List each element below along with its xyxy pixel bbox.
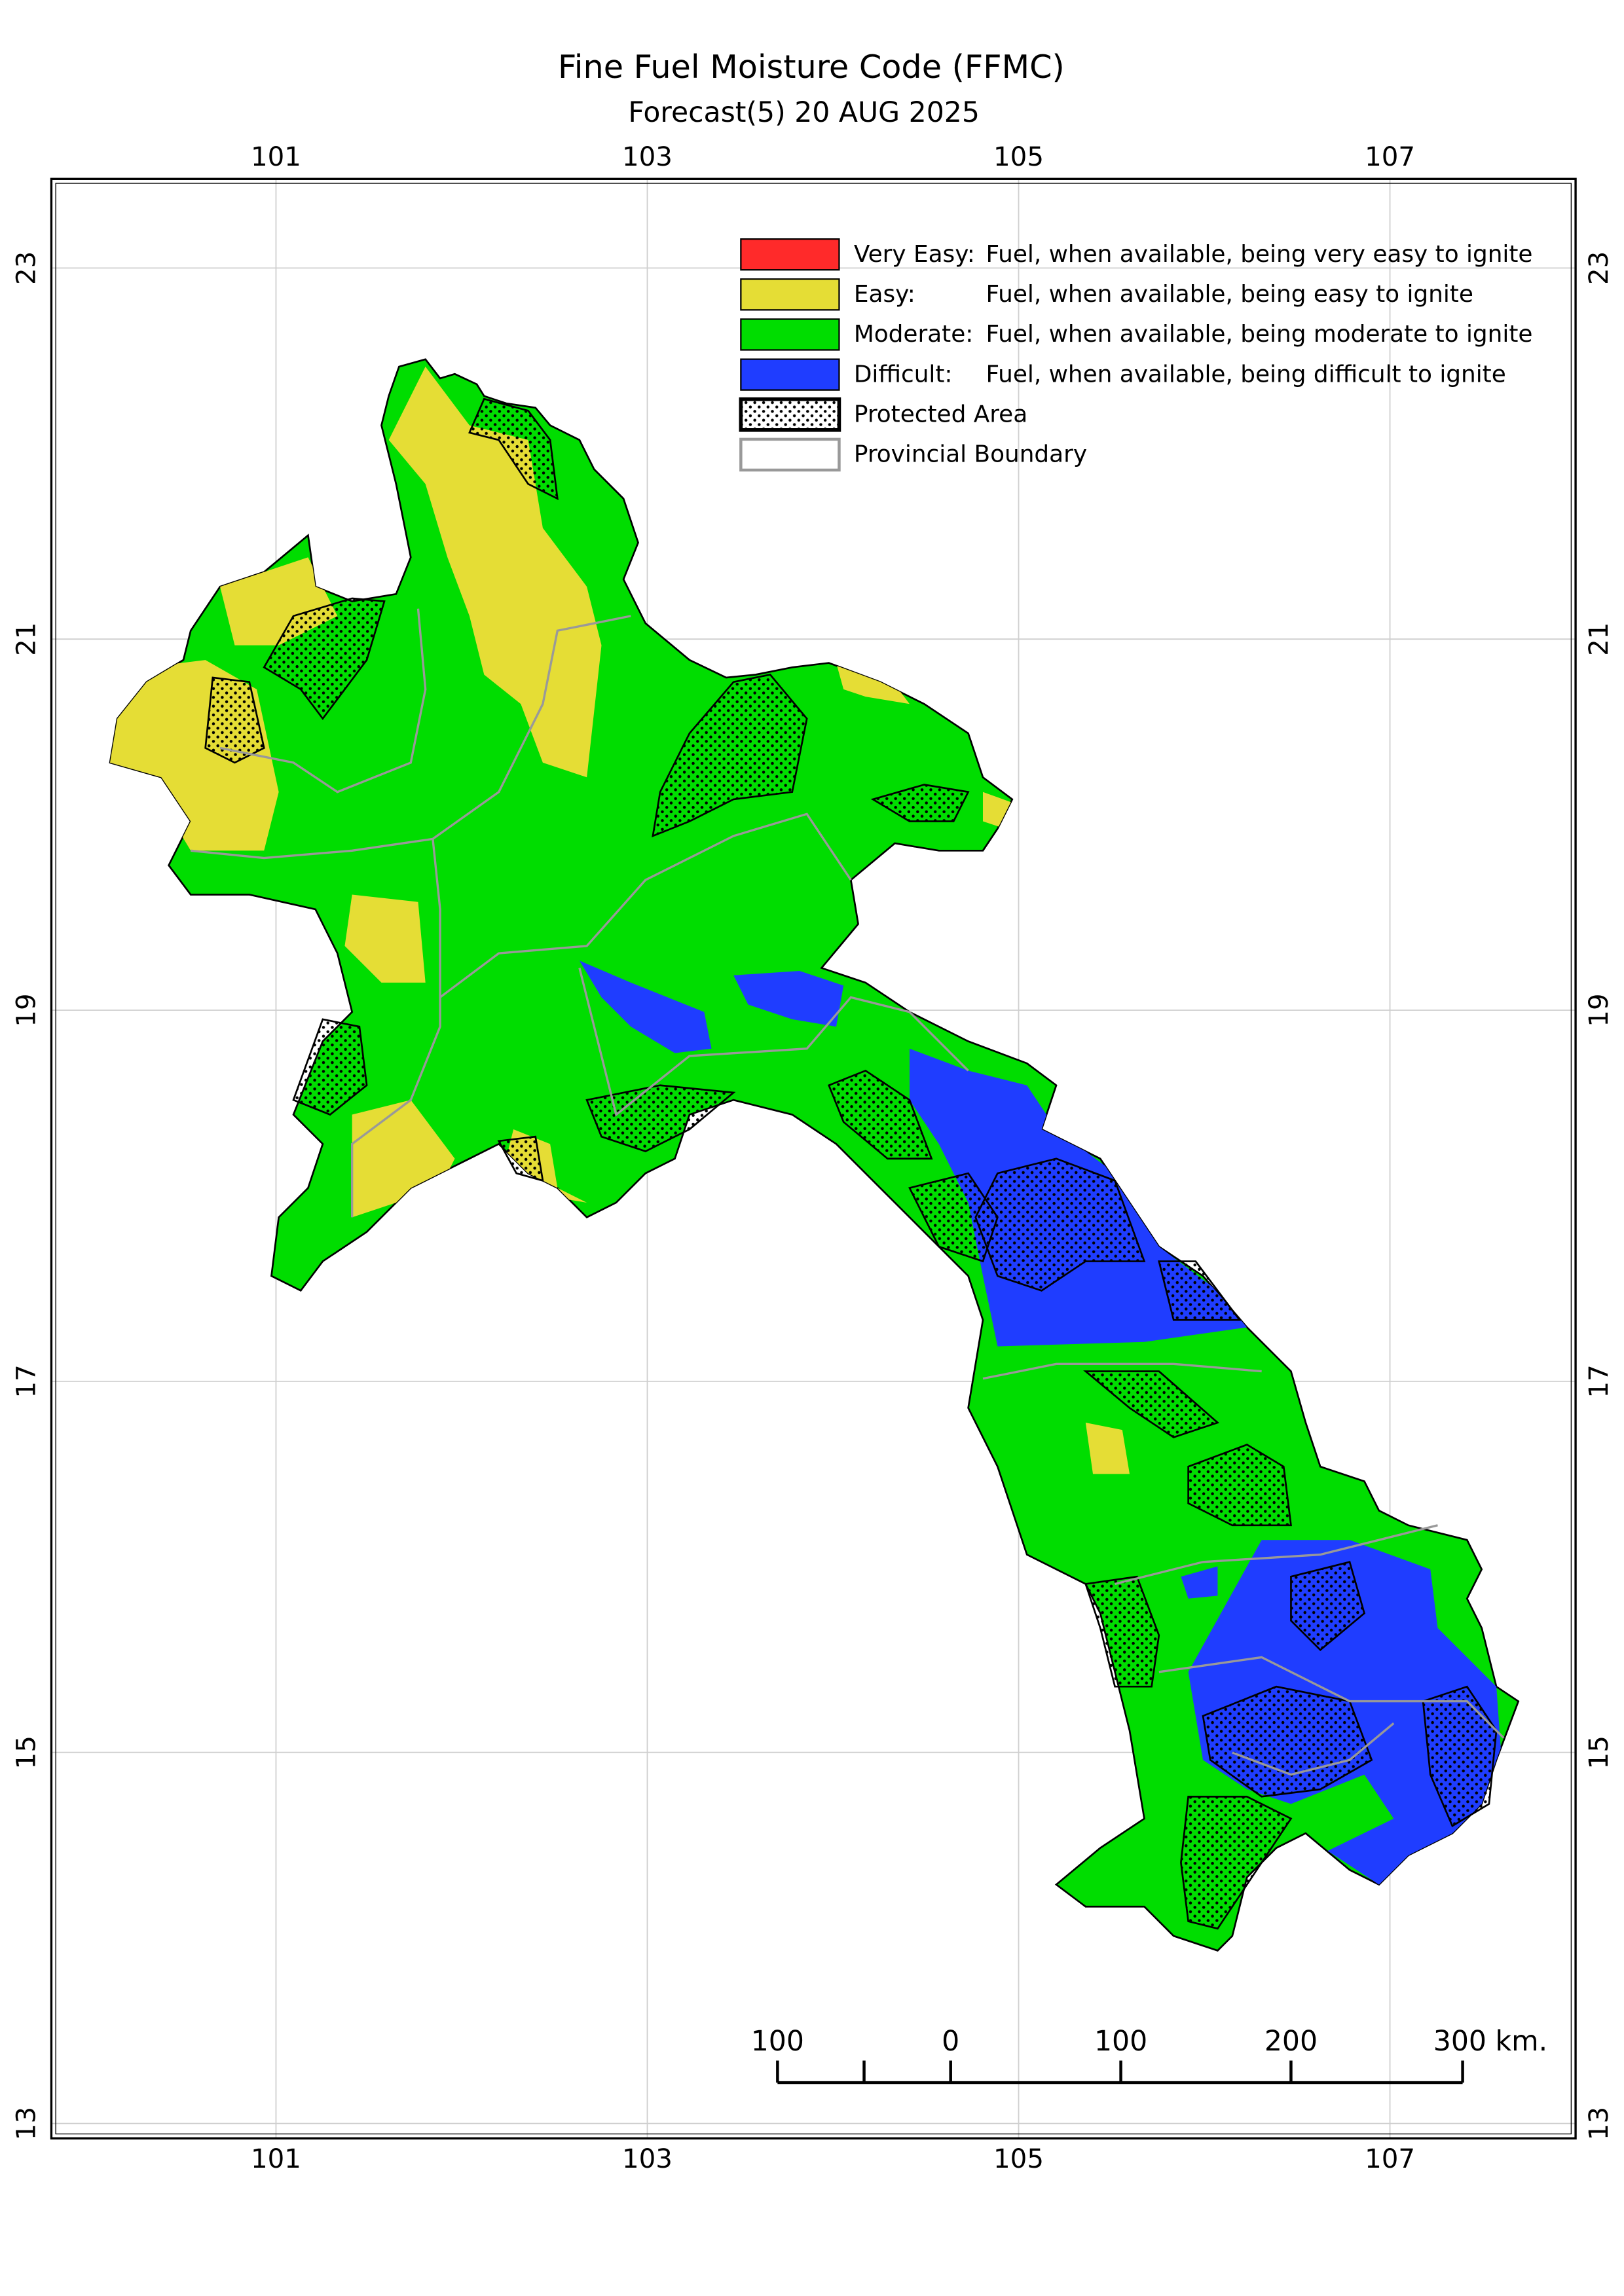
easy-area: [344, 894, 426, 983]
protected-area: [497, 1135, 544, 1182]
lon-tick-label: 105: [993, 2143, 1044, 2174]
protected-area: [204, 676, 265, 764]
difficult-area: [1181, 1566, 1218, 1599]
lat-tick-label: 23: [1583, 251, 1614, 285]
protected-area: [1422, 1685, 1498, 1827]
lon-tick-label: 107: [1365, 2143, 1415, 2174]
protected-area: [468, 397, 559, 500]
lat-tick-label: 17: [11, 1364, 42, 1398]
provincial-boundary: [1232, 1722, 1395, 1776]
lat-tick-label: 21: [11, 623, 42, 656]
lat-tick-label: 15: [11, 1736, 42, 1769]
lon-tick-label: 101: [251, 2143, 301, 2174]
scale-bar-label: 100: [1094, 2025, 1147, 2058]
laos-outline: [109, 358, 1520, 1952]
map-frame: [50, 177, 1577, 2140]
lat-tick-label: 23: [11, 251, 42, 285]
legend-description: Fuel, when available, being very easy to…: [986, 241, 1532, 268]
protected-area: [1180, 1795, 1293, 1930]
protected-area: [292, 1018, 368, 1116]
legend-label: Difficult:: [854, 361, 953, 388]
scale-bar-label: 300 km.: [1433, 2025, 1547, 2058]
legend-description: Fuel, when available, being easy to igni…: [986, 281, 1473, 308]
country: [109, 358, 1520, 1952]
protected-area: [974, 1157, 1146, 1292]
difficult-area: [733, 970, 844, 1027]
protected-area: [1187, 1444, 1292, 1527]
legend-swatch: [740, 358, 840, 391]
map-title: Fine Fuel Moisture Code (FFMC): [558, 48, 1065, 86]
legend-description: Fuel, when available, being difficult to…: [986, 361, 1505, 388]
map-inner-frame: [55, 183, 1572, 2135]
lon-tick-label: 105: [993, 141, 1044, 172]
legend-label: Very Easy:: [854, 241, 975, 268]
protected-area: [1290, 1561, 1366, 1652]
lon-tick-label: 101: [251, 141, 301, 172]
legend-description: Fuel, when available, being moderate to …: [986, 321, 1532, 348]
lon-tick-label: 107: [1365, 141, 1415, 172]
legend-label: Easy:: [854, 281, 915, 308]
lat-tick-label: 17: [1583, 1364, 1614, 1398]
lon-tick-label: 103: [622, 2143, 673, 2174]
lon-tick-label: 103: [622, 141, 673, 172]
scale-bar-label: 0: [942, 2025, 959, 2058]
easy-area: [836, 663, 910, 704]
lat-tick-label: 19: [1583, 993, 1614, 1027]
protected-area: [1084, 1575, 1160, 1688]
lat-tick-label: 13: [11, 2107, 42, 2140]
legend-label: Protected Area: [854, 401, 1027, 428]
provincial-boundary: [1158, 1656, 1505, 1739]
legend-swatch: [740, 318, 840, 351]
easy-area: [1085, 1422, 1130, 1474]
protected-area: [652, 674, 808, 838]
protected-area: [1158, 1260, 1242, 1321]
lat-tick-label: 21: [1583, 623, 1614, 656]
lat-tick-label: 15: [1583, 1736, 1614, 1769]
protected-area: [870, 784, 970, 822]
legend-swatch: [739, 397, 841, 432]
protected-area: [263, 597, 386, 720]
scale-bar-label: 100: [751, 2025, 804, 2058]
legend-swatch: [740, 238, 840, 271]
legend: Very Easy: Fuel, when available, being ve…: [739, 238, 1532, 472]
provincial-boundary: [1115, 1524, 1438, 1586]
provincial-boundary: [350, 839, 441, 1218]
provincial-boundary: [982, 1362, 1262, 1380]
provincial-boundary: [439, 812, 852, 998]
protected-area: [1083, 1370, 1220, 1438]
lat-tick-label: 19: [11, 993, 42, 1027]
legend-label: Moderate:: [854, 321, 973, 348]
map-subtitle: Forecast(5) 20 AUG 2025: [628, 96, 980, 129]
provincial-boundary: [578, 968, 969, 1117]
protected-area: [828, 1069, 933, 1160]
scale-bar: 100 0 100 200 300 km.: [751, 2025, 1547, 2085]
difficult-area: [579, 960, 712, 1053]
provincial-boundaries: [191, 608, 1505, 1776]
lat-tick-label: 13: [1583, 2107, 1614, 2140]
scale-bar-label: 200: [1264, 2025, 1318, 2058]
protected-area: [585, 1084, 736, 1152]
protected-areas: [204, 397, 1498, 1930]
legend-swatch: [740, 278, 840, 311]
provincial-boundary: [191, 615, 631, 860]
legend-swatch: [739, 437, 841, 472]
protected-area: [1202, 1685, 1373, 1798]
provincial-boundary: [219, 608, 427, 793]
legend-label: Provincial Boundary: [854, 441, 1087, 468]
